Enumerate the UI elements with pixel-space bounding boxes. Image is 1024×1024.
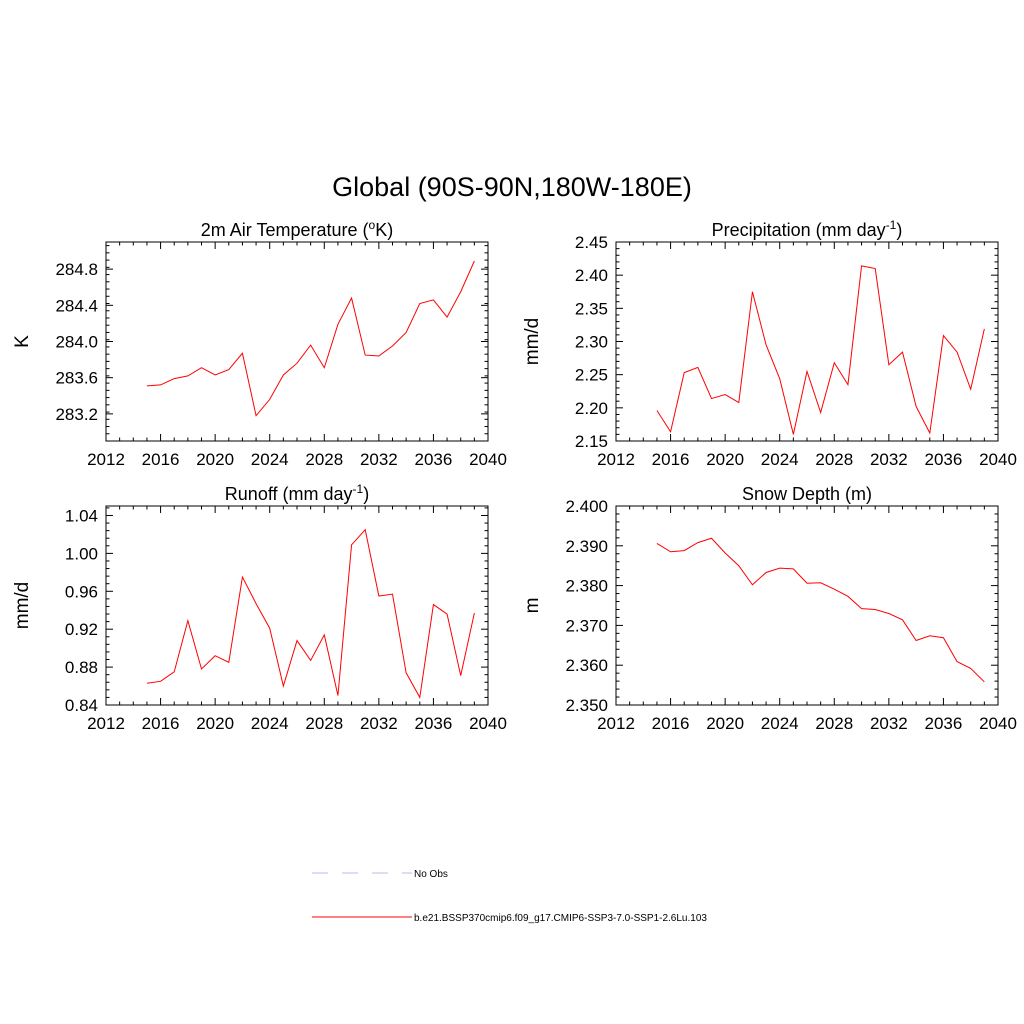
y-tick-label: 2.45: [575, 233, 608, 252]
panel-title-text: Snow Depth (m): [742, 484, 872, 504]
y-tick-label: 0.92: [65, 620, 98, 639]
panel-title-text: Runoff (mm day: [225, 484, 353, 504]
x-tick-label: 2024: [761, 714, 799, 733]
x-tick-label: 2040: [979, 714, 1017, 733]
y-tick-label: 0.96: [65, 582, 98, 601]
y-tick-label: 283.2: [55, 405, 98, 424]
panel-title-superscript: -1: [353, 482, 364, 496]
x-tick-label: 2020: [706, 714, 744, 733]
y-tick-label: 284.4: [55, 296, 98, 315]
x-tick-label: 2036: [925, 714, 963, 733]
x-tick-label: 2032: [360, 450, 398, 469]
plot-frame: [105, 241, 489, 442]
panel-title: Runoff (mm day-1): [225, 482, 369, 504]
y-axis-label: K: [12, 335, 33, 348]
x-tick-label: 2020: [706, 450, 744, 469]
panel-title-suffix: ): [896, 220, 902, 240]
y-tick-label: 284.8: [55, 260, 98, 279]
legend-label-no-obs: No Obs: [414, 869, 448, 880]
panel-title-suffix: ): [363, 484, 369, 504]
x-tick-label: 2040: [469, 714, 507, 733]
y-tick-label: 0.84: [65, 696, 98, 715]
x-tick-label: 2040: [469, 450, 507, 469]
y-tick-label: 1.04: [65, 506, 98, 525]
x-tick-label: 2028: [815, 714, 853, 733]
panel-title: Snow Depth (m): [742, 484, 872, 504]
y-axis-label: mm/d: [12, 582, 33, 630]
y-tick-label: 283.6: [55, 369, 98, 388]
x-tick-label: 2032: [360, 714, 398, 733]
x-tick-label: 2012: [87, 450, 125, 469]
panel-title: Precipitation (mm day-1): [712, 218, 903, 240]
x-tick-label: 2028: [815, 450, 853, 469]
x-tick-label: 2036: [925, 450, 963, 469]
panel-title-suffix: K): [375, 220, 393, 240]
y-axis-label: m: [522, 598, 543, 614]
y-tick-label: 2.30: [575, 333, 608, 352]
x-tick-label: 2032: [870, 450, 908, 469]
y-tick-label: 2.40: [575, 266, 608, 285]
x-tick-label: 2012: [87, 714, 125, 733]
y-tick-label: 2.35: [575, 299, 608, 318]
x-tick-label: 2028: [305, 714, 343, 733]
y-tick-label: 2.20: [575, 399, 608, 418]
panel-precip: Precipitation (mm day-1) mm/d 2012 2016 2020…: [522, 218, 1017, 469]
y-axis-label: mm/d: [522, 318, 543, 366]
panel-title-superscript: o: [369, 218, 376, 232]
y-tick-label: 0.88: [65, 658, 98, 677]
figure-title: Global (90S-90N,180W-180E): [332, 172, 692, 202]
x-tick-label: 2032: [870, 714, 908, 733]
y-tick-label: 2.390: [565, 537, 608, 556]
x-tick-label: 2012: [597, 450, 635, 469]
x-tick-label: 2028: [305, 450, 343, 469]
plot-frame: [615, 241, 999, 442]
x-tick-label: 2012: [597, 714, 635, 733]
x-tick-label: 2024: [251, 450, 289, 469]
panel-title-superscript: -1: [886, 218, 897, 232]
x-tick-label: 2024: [761, 450, 799, 469]
x-tick-label: 2016: [142, 450, 180, 469]
x-tick-label: 2040: [979, 450, 1017, 469]
panel-title-text: 2m Air Temperature (: [201, 220, 369, 240]
y-tick-label: 1.00: [65, 544, 98, 563]
series-line-precip: [656, 265, 985, 435]
y-tick-label: 2.15: [575, 432, 608, 451]
x-tick-label: 2024: [251, 714, 289, 733]
y-tick-label: 2.25: [575, 366, 608, 385]
y-tick-label: 2.380: [565, 577, 608, 596]
panel-temp: 2m Air Temperature (oK) K 2012 2016 2020 2024…: [12, 218, 507, 469]
x-tick-label: 2036: [415, 450, 453, 469]
y-tick-label: 2.360: [565, 656, 608, 675]
legend-label-model-run: b.e21.BSSP370cmip6.f09_g17.CMIP6-SSP3-7.…: [414, 913, 707, 924]
x-tick-label: 2020: [196, 450, 234, 469]
y-tick-label: 2.400: [565, 497, 608, 516]
series-line-snow: [656, 537, 985, 683]
y-tick-label: 2.350: [565, 696, 608, 715]
x-tick-label: 2016: [652, 450, 690, 469]
x-tick-label: 2036: [415, 714, 453, 733]
series-line-runoff: [146, 528, 475, 699]
plot-frame: [615, 505, 999, 706]
x-tick-label: 2020: [196, 714, 234, 733]
panel-title: 2m Air Temperature (oK): [201, 218, 393, 240]
x-tick-label: 2016: [142, 714, 180, 733]
panels: 2m Air Temperature (oK) K 2012 2016 2020 2024…: [12, 218, 1017, 733]
panel-runoff: Runoff (mm day-1) mm/d 2012 2016 2020 2024 202…: [12, 482, 507, 733]
legend: No Obs b.e21.BSSP370cmip6.f09_g17.CMIP6-…: [312, 869, 707, 924]
x-tick-label: 2016: [652, 714, 690, 733]
series-line-temp: [146, 260, 475, 417]
plot-frame: [105, 505, 489, 706]
panel-title-text: Precipitation (mm day: [712, 220, 886, 240]
panel-snow: Snow Depth (m) m 2012 2016 2020 2024 2028 2032 2…: [522, 484, 1017, 733]
y-tick-label: 2.370: [565, 616, 608, 635]
y-tick-label: 284.0: [55, 333, 98, 352]
